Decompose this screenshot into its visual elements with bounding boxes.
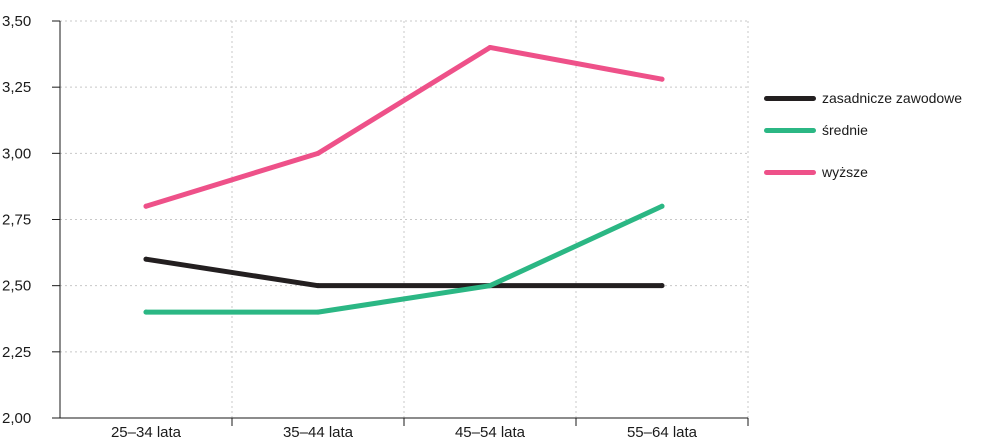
legend-swatch-zasadnicze [764, 95, 816, 101]
x-tick-label: 35–44 lata [283, 424, 354, 439]
data-point [143, 203, 149, 209]
y-tick-label: 2,75 [2, 212, 31, 229]
data-point [143, 256, 149, 262]
series-lines [143, 44, 665, 315]
y-tick-label: 2,00 [2, 410, 31, 427]
legend-item-srednie: średnie [764, 122, 868, 138]
legend-item-wyzsze: wyższe [764, 164, 868, 180]
data-point [487, 44, 493, 50]
legend-label-zasadnicze: zasadnicze zawodowe [822, 90, 963, 106]
x-tick-label: 45–54 lata [455, 424, 526, 439]
y-tick-label: 2,50 [2, 278, 31, 295]
series-line-2 [143, 44, 665, 209]
x-axis-ticks: 25–34 lata 35–44 lata 45–54 lata 55–64 lata [111, 418, 749, 439]
legend-label-srednie: średnie [822, 122, 868, 138]
data-point [659, 283, 665, 289]
data-point [487, 283, 493, 289]
legend-swatch-srednie [764, 127, 816, 133]
legend-swatch-wyzsze [764, 169, 816, 175]
data-point [659, 203, 665, 209]
x-tick-label: 55–64 lata [627, 424, 698, 439]
grid [60, 20, 749, 418]
legend-item-zasadnicze: zasadnicze zawodowe [764, 90, 962, 106]
series-line-1 [143, 203, 665, 315]
y-tick-label: 2,25 [2, 344, 31, 361]
axes [59, 21, 748, 419]
x-tick-label: 25–34 lata [111, 424, 182, 439]
y-tick-label: 3,00 [2, 145, 31, 162]
data-point [315, 150, 321, 156]
data-point [315, 283, 321, 289]
y-tick-label: 3,50 [2, 13, 31, 30]
y-axis-ticks: 2,00 2,25 2,50 2,75 3,00 3,25 3,50 [2, 13, 60, 427]
y-tick-label: 3,25 [2, 79, 31, 96]
series-line-0 [143, 256, 665, 289]
data-point [143, 309, 149, 315]
data-point [659, 76, 665, 82]
data-point [315, 309, 321, 315]
legend-label-wyzsze: wyższe [822, 164, 868, 180]
